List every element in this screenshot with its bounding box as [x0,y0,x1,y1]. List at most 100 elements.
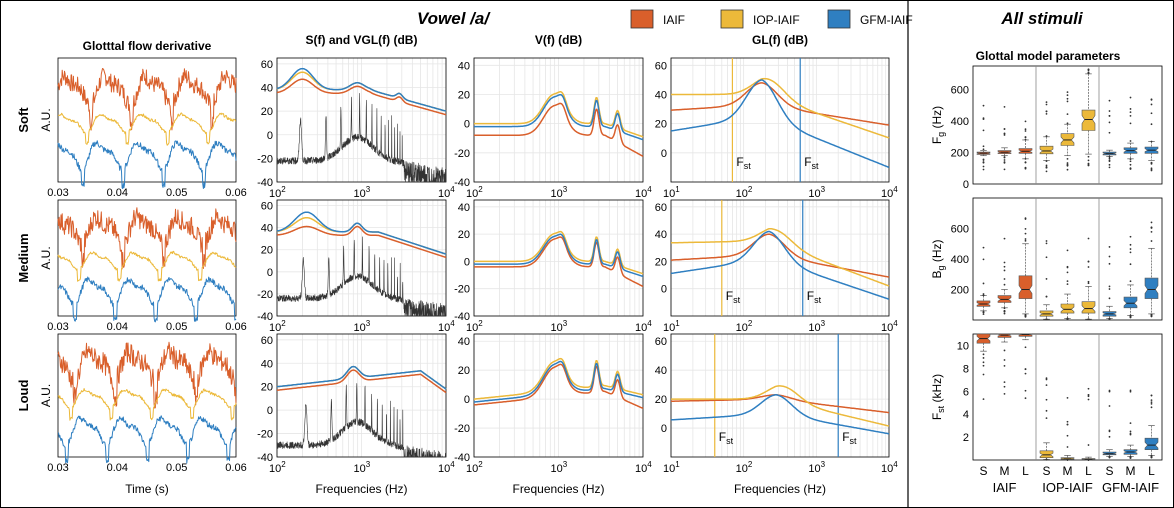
tick-label: 600 [951,224,969,236]
outlier-point [1045,417,1048,419]
outlier-point [1003,159,1006,161]
outlier-point [1129,251,1132,254]
column-title: V(f) (dB) [535,33,582,47]
outlier-point [1045,170,1048,173]
outlier-point [1108,262,1111,265]
panel-title: Glottal model parameters [976,49,1121,63]
outlier-point [1087,444,1090,446]
outlier-point [1150,162,1153,165]
outlier-point [1003,265,1006,268]
outlier-point [982,159,985,161]
outlier-point [1129,422,1132,425]
outlier-point [1003,237,1006,240]
outlier-point [1150,401,1153,404]
tick-label: 60 [655,60,667,72]
outlier-point [982,148,985,151]
tick-label: 103 [808,185,825,200]
outlier-point [1024,368,1027,371]
outlier-point [1087,398,1090,401]
axes-frame [57,199,237,317]
box [1081,301,1096,314]
tick-label: 0 [963,179,969,191]
outlier-point [982,311,985,314]
axes-frame [670,57,890,183]
tick-label: 103 [551,319,568,334]
outlier-point [1129,316,1132,319]
outlier-point [1024,389,1027,392]
tick-label: 0.03 [47,321,68,333]
box [1123,296,1138,309]
tick-label: 8 [963,363,969,375]
outlier-point [1003,381,1006,384]
outlier-point [982,353,985,356]
tick-label: 4 [963,409,969,421]
outlier-point [1150,399,1153,402]
outlier-point [1045,295,1048,298]
column-title: Glotttal flow derivative [83,39,212,53]
axis-label: A.U. [39,384,53,407]
outlier-point [1003,278,1006,280]
box [1039,145,1054,155]
outlier-point [1024,346,1027,349]
outlier-point [1108,456,1111,459]
outlier-point [1066,164,1069,166]
tick-label: 104 [881,319,898,334]
outlier-point [1087,237,1090,240]
axes-frame [276,333,447,458]
spectrum-curve [276,211,447,255]
tick-label: 60 [261,335,273,347]
outlier-point [1066,97,1069,100]
spectrum-curve [670,79,890,169]
spectrum-curve [473,363,644,410]
tick-label: L [1148,464,1155,478]
glottal-waveform [57,140,237,189]
tick-label: -40 [454,452,470,464]
tick-label: 102 [466,185,483,200]
axes-frame [972,65,1163,185]
box [1144,277,1159,299]
outlier-point [1108,246,1111,248]
outlier-point [1045,278,1048,280]
spectrum-curve [276,67,447,112]
outlier-point [1066,280,1069,283]
fst-label: Fst [719,430,734,446]
tick-label: L [1022,464,1029,478]
outlier-point [1066,420,1069,423]
spectrum-curve [277,225,447,259]
outlier-point [1129,96,1132,99]
outlier-point [1003,128,1006,130]
outlier-point [982,129,985,132]
axes-frame [473,333,644,458]
axis-label: Fst (kHz) [930,374,946,420]
outlier-point [1045,242,1048,245]
tick-label: 102 [736,319,753,334]
outlier-point [1087,164,1090,167]
tick-label: 60 [655,202,667,214]
outlier-point [1108,435,1111,438]
tick-label: -40 [257,177,273,189]
outlier-point [1066,446,1069,448]
spectrum-curve [670,394,890,435]
outlier-point [982,104,985,107]
outlier-point [1129,160,1132,163]
outlier-point [1045,166,1048,169]
tick-label: 40 [655,365,667,377]
outlier-point [1150,112,1153,115]
tick-label: 103 [354,185,371,200]
outlier-point [1066,458,1069,461]
tick-label: 400 [951,116,969,128]
outlier-point [1108,160,1111,163]
box [1039,450,1054,459]
legend-label: IAIF [663,13,685,27]
row-label: Loud [16,380,31,412]
tick-label: -40 [257,311,273,323]
outlier-point [1003,168,1006,171]
outlier-point [1045,160,1048,163]
outlier-point [1024,138,1027,141]
outlier-point [1129,158,1132,161]
tick-label: -40 [454,311,470,323]
glottal-waveform [57,207,237,270]
outlier-point [1045,377,1048,380]
outlier-point [1045,135,1048,137]
box [1144,437,1159,451]
